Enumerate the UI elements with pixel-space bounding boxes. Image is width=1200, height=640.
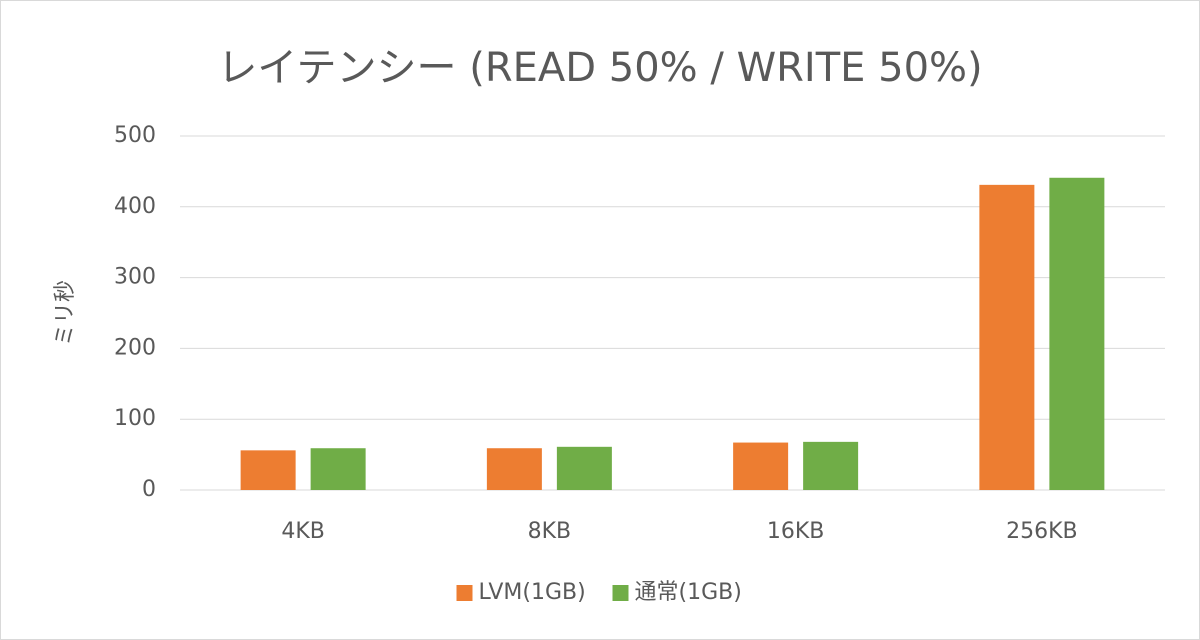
y-tick-label: 400 [114,194,156,219]
y-tick-label: 200 [114,335,156,360]
x-tick-label: 256KB [1006,519,1078,544]
y-axis-label: ミリ秒 [53,280,78,346]
legend-label: 通常(1GB) [635,580,742,605]
bar [979,184,1035,491]
bar [240,450,296,490]
bar [556,446,612,490]
legend-swatch [612,585,629,601]
bar [733,442,789,490]
y-tick-label: 500 [114,123,156,148]
y-tick-label: 100 [114,406,156,431]
bar [803,441,859,490]
bar [486,448,542,490]
bar [310,448,366,490]
y-tick-label: 300 [114,265,156,290]
y-tick-label: 0 [142,477,156,502]
legend-label: LVM(1GB) [479,580,586,605]
chart-title: レイテンシー (READ 50% / WRITE 50%) [217,45,982,91]
legend-swatch [456,585,473,601]
x-tick-label: 4KB [281,519,325,544]
bar [1049,177,1105,490]
x-tick-label: 16KB [767,519,825,544]
x-tick-label: 8KB [528,519,572,544]
